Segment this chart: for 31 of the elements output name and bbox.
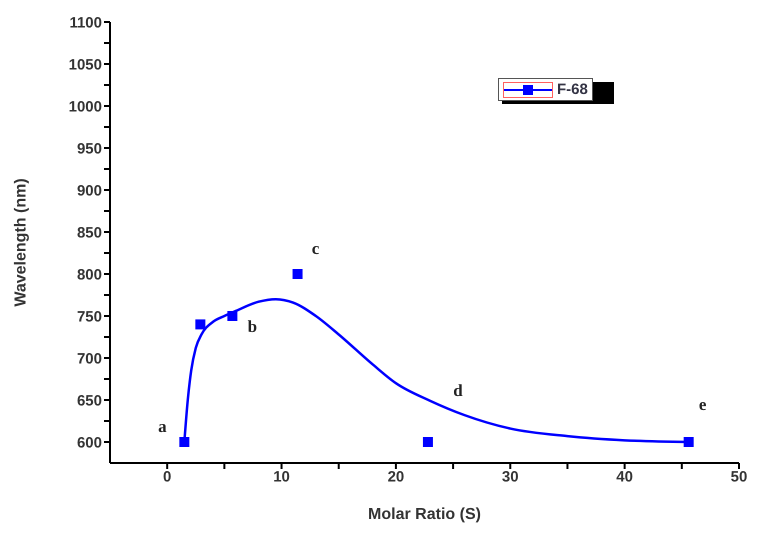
y-tick-label: 750 (76, 308, 102, 326)
point (195, 319, 206, 330)
y-tick-label: 950 (76, 140, 102, 158)
annotation: a (158, 417, 168, 436)
point (179, 437, 190, 447)
x-tick-label: 40 (616, 468, 633, 486)
y-tick-label: 600 (76, 434, 102, 452)
x-tick-label: 30 (502, 468, 519, 486)
x-tick-label: 50 (730, 468, 748, 486)
y-tick-label: 1000 (68, 98, 102, 116)
y-axis-title: Wavelength (nm) (12, 178, 30, 307)
y-tick-label: 900 (76, 182, 102, 200)
y-tick-label: 1050 (68, 56, 102, 74)
point (422, 437, 433, 447)
annotation: c (312, 239, 320, 258)
y-tick-label: 850 (76, 224, 102, 242)
point (292, 269, 303, 279)
y-tick-label: 700 (76, 350, 102, 368)
y-tick-label: 650 (76, 392, 102, 410)
legend-label: F-68 (557, 81, 588, 98)
y-tick-label: 800 (76, 266, 102, 284)
annotation: e (698, 395, 707, 414)
point (227, 311, 238, 321)
x-tick-label: 20 (388, 468, 404, 486)
x-tick-label: 0 (163, 468, 172, 486)
annotation: b (248, 317, 258, 336)
annotation: d (453, 381, 464, 400)
x-axis-title: Molar Ratio (S) (368, 506, 481, 523)
point (684, 437, 694, 447)
x-tick-label: 10 (273, 468, 290, 486)
y-tick-label: 1100 (69, 14, 102, 32)
